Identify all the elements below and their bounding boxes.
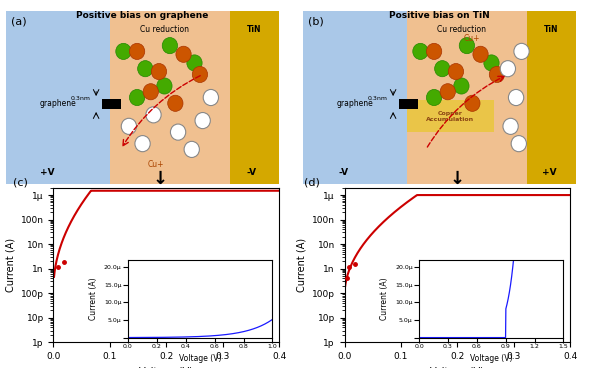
Text: (c): (c) xyxy=(13,178,28,188)
Circle shape xyxy=(426,89,442,106)
Bar xyxy=(527,11,576,184)
Circle shape xyxy=(187,55,202,71)
Text: +V: +V xyxy=(542,168,556,177)
Circle shape xyxy=(129,43,145,60)
Circle shape xyxy=(157,78,172,94)
Text: Cu+: Cu+ xyxy=(148,160,165,169)
Text: Positive bias on TiN: Positive bias on TiN xyxy=(389,11,490,20)
Circle shape xyxy=(121,118,137,134)
Text: (d): (d) xyxy=(304,178,320,188)
Text: 0.3nm: 0.3nm xyxy=(71,96,91,102)
Text: -V: -V xyxy=(339,168,349,177)
Y-axis label: Current (A): Current (A) xyxy=(296,238,307,292)
Circle shape xyxy=(184,141,200,158)
Bar xyxy=(407,11,527,184)
Circle shape xyxy=(143,84,159,100)
Circle shape xyxy=(426,43,442,60)
X-axis label: Voltage (V): Voltage (V) xyxy=(431,367,484,368)
X-axis label: Voltage (V): Voltage (V) xyxy=(140,367,193,368)
Circle shape xyxy=(162,38,178,54)
Y-axis label: Current (A): Current (A) xyxy=(5,238,15,292)
Circle shape xyxy=(168,95,183,112)
Text: Cu reduction: Cu reduction xyxy=(140,25,189,35)
Circle shape xyxy=(508,89,524,106)
Text: graphene: graphene xyxy=(39,99,76,108)
Text: (a): (a) xyxy=(11,16,27,26)
Circle shape xyxy=(500,61,516,77)
Circle shape xyxy=(454,78,469,94)
Circle shape xyxy=(195,113,210,129)
Circle shape xyxy=(473,46,488,62)
Circle shape xyxy=(511,135,526,152)
Circle shape xyxy=(116,43,131,60)
Bar xyxy=(110,11,230,184)
Circle shape xyxy=(176,46,191,62)
Circle shape xyxy=(503,118,518,134)
Circle shape xyxy=(435,61,450,77)
Circle shape xyxy=(129,89,145,106)
Text: TiN: TiN xyxy=(544,25,559,35)
Text: Cu reduction: Cu reduction xyxy=(437,25,486,35)
Bar xyxy=(230,11,279,184)
Circle shape xyxy=(138,61,153,77)
Text: Copper
Accumulation: Copper Accumulation xyxy=(426,111,475,122)
Circle shape xyxy=(448,64,463,79)
Text: Cu+: Cu+ xyxy=(464,34,481,43)
Text: graphene: graphene xyxy=(336,99,373,108)
Circle shape xyxy=(440,84,456,100)
Bar xyxy=(407,100,494,132)
Circle shape xyxy=(514,43,529,60)
Text: 0.3nm: 0.3nm xyxy=(368,96,388,102)
Text: ↓: ↓ xyxy=(153,170,168,187)
Bar xyxy=(102,99,121,109)
Bar xyxy=(6,11,110,184)
Circle shape xyxy=(465,95,480,112)
Circle shape xyxy=(484,55,499,71)
Circle shape xyxy=(459,38,475,54)
Text: ↓: ↓ xyxy=(450,170,465,187)
Circle shape xyxy=(146,107,161,123)
Text: +V: +V xyxy=(40,168,54,177)
Circle shape xyxy=(135,135,150,152)
Circle shape xyxy=(489,66,504,82)
Text: Positive bias on graphene: Positive bias on graphene xyxy=(77,11,208,20)
Bar xyxy=(399,99,418,109)
Text: -V: -V xyxy=(247,168,257,177)
Text: (b): (b) xyxy=(308,16,324,26)
Circle shape xyxy=(203,89,219,106)
Circle shape xyxy=(413,43,428,60)
Bar xyxy=(303,11,407,184)
Text: TiN: TiN xyxy=(247,25,262,35)
Circle shape xyxy=(151,64,166,79)
Circle shape xyxy=(192,66,207,82)
Circle shape xyxy=(170,124,186,140)
